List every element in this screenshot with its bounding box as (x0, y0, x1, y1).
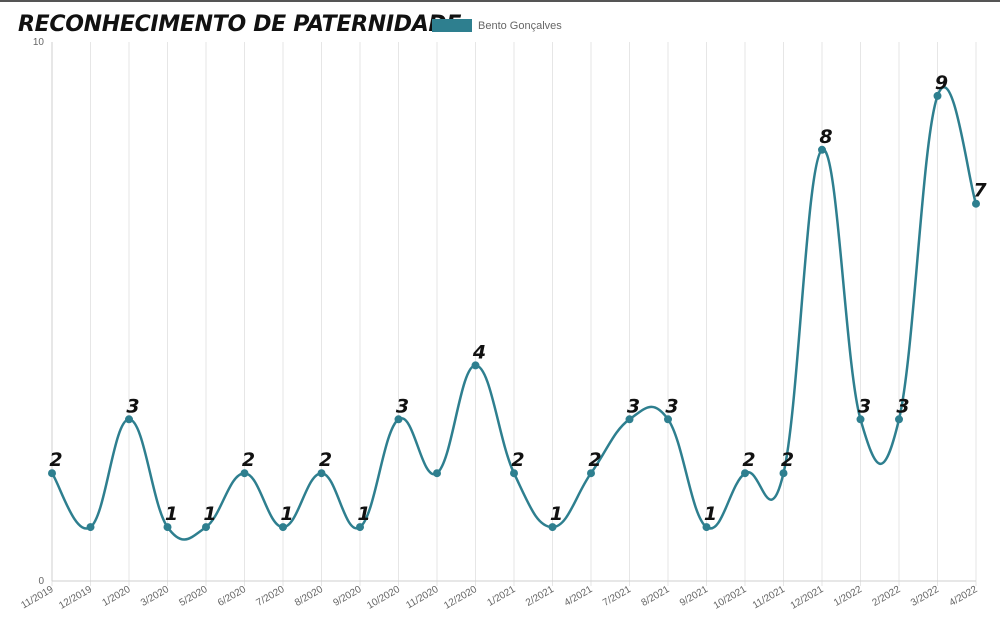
x-tick-label: 8/2020 (293, 584, 325, 609)
x-tick-label: 12/2020 (442, 584, 479, 612)
x-tick-label: 1/2020 (101, 584, 133, 609)
data-point (895, 415, 903, 424)
data-label: 1 (280, 503, 293, 525)
data-label: 1 (203, 503, 216, 525)
x-tick-label: 10/2021 (712, 584, 749, 612)
data-label: 2 (781, 449, 794, 471)
data-label: 2 (319, 449, 332, 471)
data-label: 2 (242, 449, 255, 471)
data-label: 2 (742, 449, 755, 471)
data-label: 1 (704, 503, 717, 525)
data-point (202, 523, 210, 532)
x-tick-label: 4/2022 (948, 584, 980, 609)
data-label: 2 (511, 449, 524, 471)
legend-label: Bento Gonçalves (478, 19, 562, 32)
data-point (125, 415, 133, 424)
data-label: 3 (665, 395, 678, 417)
data-point (48, 469, 56, 478)
data-point (856, 415, 865, 424)
data-label: 1 (550, 503, 563, 525)
x-tick-label: 2/2022 (871, 584, 903, 609)
x-tick-label: 1/2022 (832, 584, 864, 609)
x-tick-label: 12/2021 (789, 584, 826, 612)
data-point (86, 523, 95, 532)
data-point (625, 415, 634, 424)
chart-title: RECONHECIMENTO DE PATERNIDADE (18, 12, 462, 37)
data-point (317, 469, 326, 478)
data-label: 1 (165, 503, 178, 525)
x-tick-label: 11/2020 (404, 584, 441, 611)
data-point (356, 523, 364, 532)
x-tick-label: 4/2021 (563, 584, 595, 609)
data-point (548, 523, 557, 532)
legend-swatch (432, 19, 472, 32)
x-tick-label: 8/2021 (640, 584, 672, 609)
y-tick-label: 0 (38, 576, 44, 587)
x-tick-label: 3/2020 (139, 584, 171, 609)
data-label: 2 (588, 449, 601, 471)
data-point (741, 469, 749, 478)
x-tick-label: 9/2020 (332, 584, 364, 609)
x-tick-label: 7/2020 (255, 584, 287, 609)
top-border (0, 0, 1000, 2)
x-tick-label: 5/2020 (178, 584, 210, 609)
x-tick-label: 7/2021 (601, 584, 633, 609)
x-tick-label: 3/2022 (909, 584, 941, 609)
x-tick-label: 11/2021 (751, 584, 788, 611)
data-point (510, 469, 518, 478)
data-label: 3 (896, 395, 909, 417)
data-point (163, 523, 172, 532)
y-tick-label: 10 (33, 37, 45, 48)
data-label: 7 (973, 180, 987, 202)
data-point (279, 523, 287, 532)
x-tick-label: 11/2019 (19, 584, 56, 611)
data-point (471, 361, 480, 370)
data-point (433, 469, 441, 478)
data-label: 3 (627, 395, 640, 417)
data-label: 3 (396, 395, 409, 417)
x-tick-label: 9/2021 (678, 584, 710, 609)
data-point (664, 415, 672, 424)
data-label: 4 (472, 341, 486, 363)
data-point (240, 469, 249, 478)
data-label: 9 (935, 72, 948, 94)
data-point (587, 469, 595, 478)
data-point (972, 199, 980, 208)
data-point (394, 415, 403, 424)
x-tick-label: 1/2021 (486, 584, 518, 609)
data-label: 1 (357, 503, 370, 525)
x-tick-label: 12/2019 (57, 584, 94, 612)
legend[interactable]: Bento Gonçalves (432, 19, 562, 32)
x-tick-label: 6/2020 (216, 584, 248, 609)
data-point (702, 523, 711, 532)
data-point (779, 469, 788, 478)
data-point (933, 91, 942, 100)
data-label: 3 (126, 395, 139, 417)
x-tick-label: 2/2021 (524, 584, 556, 609)
data-label: 3 (858, 395, 871, 417)
data-label: 2 (49, 449, 62, 471)
data-point (818, 145, 826, 154)
data-label: 8 (819, 126, 832, 148)
x-tick-label: 10/2020 (365, 584, 402, 612)
